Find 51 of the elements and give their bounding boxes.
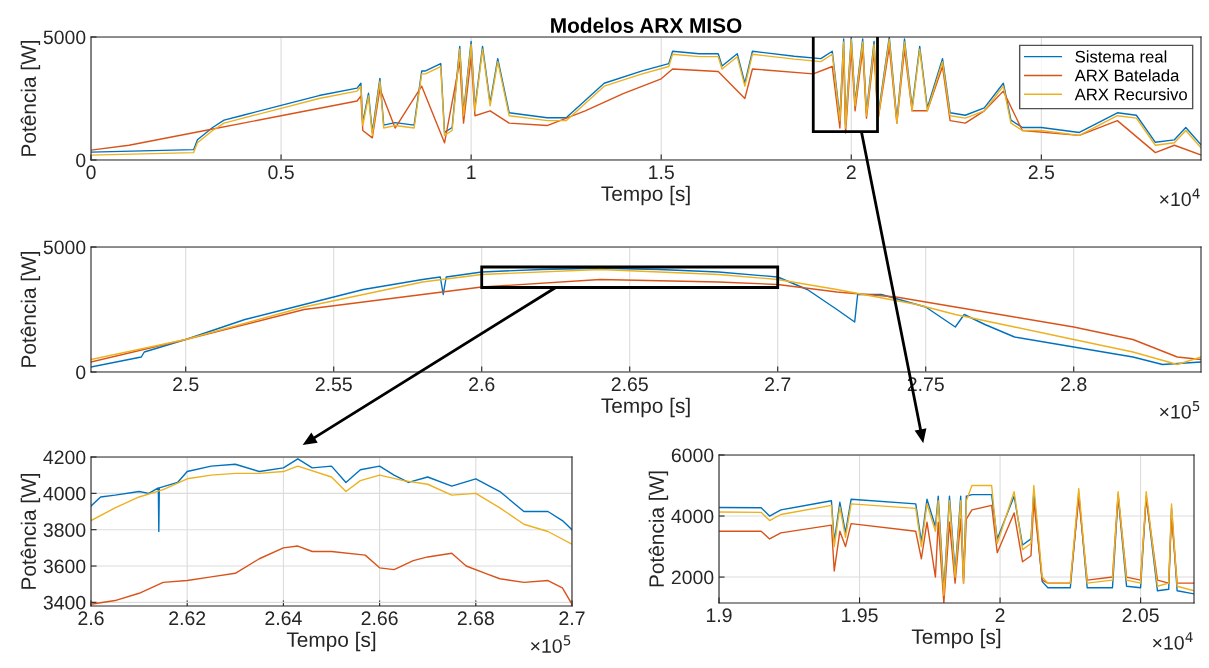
y-tick-label: 2000 [671,570,714,585]
y-tick-label: 5000 [43,30,86,45]
x-tick-label: 2.6 [78,611,104,626]
y-tick-label: 0 [76,365,86,380]
y-tick-label: 3400 [43,595,86,610]
x-axis-title: Tempo [s] [601,185,690,206]
x-axis-title: Tempo [s] [286,631,376,652]
x-tick-label: 2.5 [173,377,199,392]
y-axis-title: Potência [W] [20,251,41,367]
x-tick-label: 2.66 [361,611,398,626]
x-tick-label: 1 [467,165,476,179]
x-tick-label: 1.9 [706,608,732,623]
y-tick-label: 4200 [43,450,86,465]
text: ×10$^{4}$ [1152,632,1193,650]
x-tick-label: 0.5 [268,165,294,180]
y-axis-title: Potência [W] [648,471,669,587]
x-tick-label: 2.68 [457,611,494,626]
text: ×10$^{5}$ [1159,401,1200,419]
x-tick-label: 0 [86,165,96,180]
x-tick-label: 2.5 [1028,165,1055,180]
x-tick-label: 2.8 [1061,377,1087,392]
x-tick-label: 2.65 [611,377,648,392]
line-series [91,465,572,545]
x-tick-label: 2.55 [315,377,352,392]
y-axis-title: Potência [W] [20,473,41,589]
y-tick-label: 3600 [43,559,86,574]
x-tick-label: 2.05 [1122,608,1159,623]
legend-label: ARX Batelada [1074,69,1180,82]
y-tick-label: 5000 [43,240,86,255]
x-tick-label: 2 [995,608,1005,622]
x-tick-label: 2.7 [765,377,791,391]
y-tick-label: 4000 [43,486,86,501]
y-tick-label: 0 [76,153,86,168]
y-tick-label: 4000 [671,509,714,524]
x-tick-label: 2.6 [469,377,495,392]
x-tick-label: 2.64 [265,611,302,626]
x-tick-label: 2.7 [559,611,585,625]
legend-label: Sistema real [1075,50,1167,63]
legend-label: ARX Recursivo [1074,88,1187,101]
y-tick-label: 6000 [671,448,714,463]
y-axis-title: Potência [W] [20,40,41,156]
x-tick-label: 2.62 [169,611,206,626]
text: ×10$^{5}$ [530,635,571,653]
x-axis-title: Tempo [s] [911,628,1001,649]
x-tick-label: 1.95 [842,608,878,623]
x-axis-title: Tempo [s] [601,397,690,418]
chart-title: Modelos ARX MISO [551,17,742,33]
x-tick-label: 1.5 [649,165,674,180]
x-tick-label: 2 [846,165,856,179]
text: ×10$^{4}$ [1159,188,1200,207]
y-tick-label: 3800 [43,523,86,537]
